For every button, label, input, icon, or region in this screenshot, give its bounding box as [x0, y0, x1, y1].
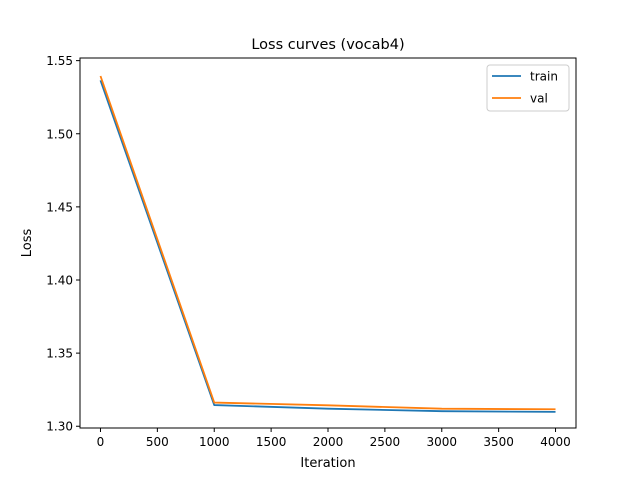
x-tick-label: 3000: [426, 435, 457, 449]
x-tick-label: 1000: [199, 435, 230, 449]
series-line-val: [99, 75, 556, 411]
chart-title: Loss curves (vocab4): [251, 37, 404, 53]
y-tick-label: 1.40: [46, 274, 73, 288]
y-tick-label: 1.50: [46, 127, 73, 141]
legend-label-train: train: [530, 70, 558, 84]
x-tick-label: 4000: [540, 435, 571, 449]
legend-label-val: val: [530, 92, 548, 106]
plot-frame: [79, 57, 577, 429]
y-tick-label: 1.35: [46, 347, 73, 361]
x-tick-label: 0: [97, 435, 105, 449]
series-line-train: [99, 80, 556, 413]
y-tick-label: 1.45: [46, 200, 73, 214]
x-axis-label: Iteration: [300, 456, 355, 471]
x-tick-label: 500: [146, 435, 169, 449]
y-tick-label: 1.30: [46, 420, 73, 434]
legend: train val: [486, 64, 570, 112]
x-tick-label: 2500: [370, 435, 401, 449]
x-tick-label: 3500: [483, 435, 514, 449]
x-tick-label: 1500: [256, 435, 287, 449]
y-tick-label: 1.55: [46, 54, 73, 68]
y-axis-label: Loss: [20, 229, 35, 258]
plot-lines: [99, 75, 556, 413]
x-tick-label: 2000: [313, 435, 344, 449]
axes: 0 500 1000 1500 2000 2500 3000 3500 4000 1.30 1.35…: [46, 54, 571, 449]
